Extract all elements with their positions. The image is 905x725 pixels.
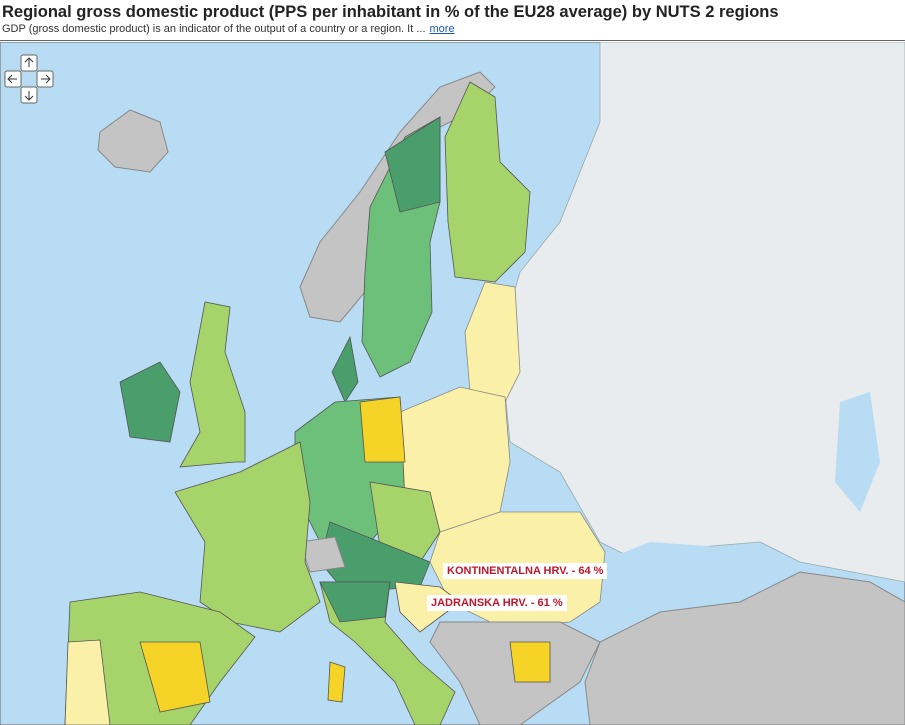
france [174,441,321,633]
ireland [119,361,181,443]
more-link[interactable]: more [429,23,455,35]
subtitle-text: GDP (gross domestic product) is an indic… [2,23,426,35]
pan-control[interactable] [4,54,54,104]
arrows [7,57,51,101]
czechia [369,481,441,563]
map [0,42,905,725]
finland [444,81,531,283]
region-label: KONTINENTALNA HRV. - 64 % [443,563,608,579]
portugal [64,639,111,725]
caspian-sea [835,392,880,512]
east-germany [359,396,406,463]
denmark [331,335,359,403]
region-label: JADRANSKA HRV. - 61 % [427,595,567,611]
bulgaria [509,641,551,683]
non-eu-land [499,42,905,583]
header: Regional gross domestic product (PPS per… [0,0,905,41]
subtitle: GDP (gross domestic product) is an indic… [2,23,455,35]
uk [179,301,246,468]
north-italy [319,581,391,623]
sardinia [327,661,346,703]
spain-center [139,641,211,713]
sweden-north [384,116,441,213]
turkey [584,571,905,725]
iceland [97,109,169,173]
title: Regional gross domestic product (PPS per… [2,3,779,21]
switzerland [299,536,346,573]
